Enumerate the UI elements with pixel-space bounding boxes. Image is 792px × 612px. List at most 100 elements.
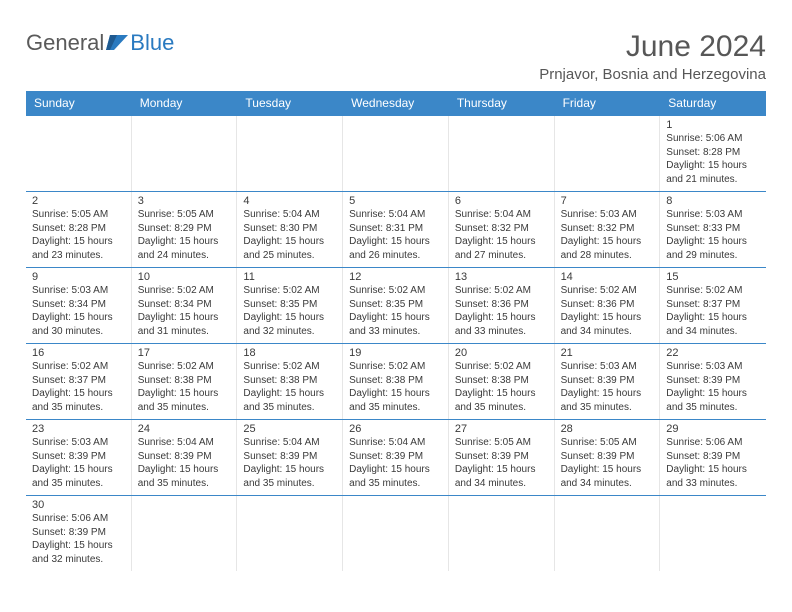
day-sunrise: Sunrise: 5:06 AM xyxy=(32,512,125,526)
day-sunrise: Sunrise: 5:03 AM xyxy=(666,208,760,222)
weekday-header: Sunday xyxy=(26,91,132,116)
week-row: 1Sunrise: 5:06 AMSunset: 8:28 PMDaylight… xyxy=(26,116,766,192)
day-daylight2: and 35 minutes. xyxy=(666,401,760,415)
calendar-table: SundayMondayTuesdayWednesdayThursdayFrid… xyxy=(26,91,766,571)
day-daylight2: and 32 minutes. xyxy=(243,325,336,339)
empty-cell xyxy=(449,496,555,571)
day-number: 16 xyxy=(32,347,125,359)
day-cell: 24Sunrise: 5:04 AMSunset: 8:39 PMDayligh… xyxy=(132,420,238,495)
day-sunrise: Sunrise: 5:04 AM xyxy=(455,208,548,222)
day-cell: 8Sunrise: 5:03 AMSunset: 8:33 PMDaylight… xyxy=(660,192,766,267)
week-row: 23Sunrise: 5:03 AMSunset: 8:39 PMDayligh… xyxy=(26,420,766,496)
day-number: 30 xyxy=(32,499,125,511)
day-number: 19 xyxy=(349,347,442,359)
day-sunrise: Sunrise: 5:02 AM xyxy=(243,360,336,374)
day-sunrise: Sunrise: 5:02 AM xyxy=(32,360,125,374)
day-daylight1: Daylight: 15 hours xyxy=(138,387,231,401)
logo-text-general: General xyxy=(26,30,104,56)
day-daylight2: and 24 minutes. xyxy=(138,249,231,263)
day-cell: 25Sunrise: 5:04 AMSunset: 8:39 PMDayligh… xyxy=(237,420,343,495)
day-number: 1 xyxy=(666,119,760,131)
day-cell: 9Sunrise: 5:03 AMSunset: 8:34 PMDaylight… xyxy=(26,268,132,343)
day-sunset: Sunset: 8:39 PM xyxy=(349,450,442,464)
day-sunrise: Sunrise: 5:05 AM xyxy=(138,208,231,222)
day-daylight1: Daylight: 15 hours xyxy=(243,463,336,477)
day-sunrise: Sunrise: 5:04 AM xyxy=(138,436,231,450)
day-number: 14 xyxy=(561,271,654,283)
day-number: 13 xyxy=(455,271,548,283)
day-number: 28 xyxy=(561,423,654,435)
day-sunrise: Sunrise: 5:03 AM xyxy=(32,436,125,450)
weekday-header-row: SundayMondayTuesdayWednesdayThursdayFrid… xyxy=(26,91,766,116)
day-sunset: Sunset: 8:34 PM xyxy=(138,298,231,312)
day-sunset: Sunset: 8:30 PM xyxy=(243,222,336,236)
day-cell: 15Sunrise: 5:02 AMSunset: 8:37 PMDayligh… xyxy=(660,268,766,343)
empty-cell xyxy=(343,496,449,571)
day-cell: 29Sunrise: 5:06 AMSunset: 8:39 PMDayligh… xyxy=(660,420,766,495)
day-sunrise: Sunrise: 5:04 AM xyxy=(349,436,442,450)
day-daylight1: Daylight: 15 hours xyxy=(455,387,548,401)
day-daylight2: and 34 minutes. xyxy=(561,325,654,339)
day-sunset: Sunset: 8:38 PM xyxy=(138,374,231,388)
day-daylight1: Daylight: 15 hours xyxy=(32,539,125,553)
day-daylight2: and 30 minutes. xyxy=(32,325,125,339)
day-cell: 27Sunrise: 5:05 AMSunset: 8:39 PMDayligh… xyxy=(449,420,555,495)
day-number: 15 xyxy=(666,271,760,283)
day-daylight1: Daylight: 15 hours xyxy=(666,387,760,401)
day-sunrise: Sunrise: 5:04 AM xyxy=(349,208,442,222)
day-sunset: Sunset: 8:38 PM xyxy=(349,374,442,388)
day-daylight2: and 35 minutes. xyxy=(349,477,442,491)
day-sunset: Sunset: 8:32 PM xyxy=(561,222,654,236)
day-cell: 3Sunrise: 5:05 AMSunset: 8:29 PMDaylight… xyxy=(132,192,238,267)
day-number: 8 xyxy=(666,195,760,207)
day-daylight1: Daylight: 15 hours xyxy=(666,463,760,477)
day-sunrise: Sunrise: 5:02 AM xyxy=(138,360,231,374)
day-daylight2: and 35 minutes. xyxy=(243,401,336,415)
day-sunrise: Sunrise: 5:06 AM xyxy=(666,436,760,450)
day-sunrise: Sunrise: 5:03 AM xyxy=(32,284,125,298)
day-number: 7 xyxy=(561,195,654,207)
day-daylight2: and 31 minutes. xyxy=(138,325,231,339)
day-daylight2: and 33 minutes. xyxy=(455,325,548,339)
day-daylight1: Daylight: 15 hours xyxy=(561,235,654,249)
day-sunrise: Sunrise: 5:02 AM xyxy=(455,284,548,298)
weekday-header: Tuesday xyxy=(237,91,343,116)
day-cell: 23Sunrise: 5:03 AMSunset: 8:39 PMDayligh… xyxy=(26,420,132,495)
day-daylight1: Daylight: 15 hours xyxy=(32,463,125,477)
day-number: 27 xyxy=(455,423,548,435)
day-number: 29 xyxy=(666,423,760,435)
title-block: June 2024 Prnjavor, Bosnia and Herzegovi… xyxy=(539,30,766,83)
week-row: 2Sunrise: 5:05 AMSunset: 8:28 PMDaylight… xyxy=(26,192,766,268)
day-daylight2: and 34 minutes. xyxy=(561,477,654,491)
day-daylight1: Daylight: 15 hours xyxy=(349,387,442,401)
week-row: 9Sunrise: 5:03 AMSunset: 8:34 PMDaylight… xyxy=(26,268,766,344)
day-daylight1: Daylight: 15 hours xyxy=(32,311,125,325)
day-sunset: Sunset: 8:35 PM xyxy=(243,298,336,312)
day-sunset: Sunset: 8:39 PM xyxy=(32,526,125,540)
day-sunset: Sunset: 8:29 PM xyxy=(138,222,231,236)
day-cell: 13Sunrise: 5:02 AMSunset: 8:36 PMDayligh… xyxy=(449,268,555,343)
day-daylight1: Daylight: 15 hours xyxy=(666,159,760,173)
week-row: 30Sunrise: 5:06 AMSunset: 8:39 PMDayligh… xyxy=(26,496,766,571)
empty-cell xyxy=(343,116,449,191)
empty-cell xyxy=(237,496,343,571)
day-daylight2: and 26 minutes. xyxy=(349,249,442,263)
day-daylight1: Daylight: 15 hours xyxy=(455,235,548,249)
day-daylight1: Daylight: 15 hours xyxy=(349,311,442,325)
day-number: 18 xyxy=(243,347,336,359)
day-daylight2: and 21 minutes. xyxy=(666,173,760,187)
day-sunset: Sunset: 8:39 PM xyxy=(455,450,548,464)
day-sunrise: Sunrise: 5:04 AM xyxy=(243,208,336,222)
weekday-header: Monday xyxy=(132,91,238,116)
day-daylight1: Daylight: 15 hours xyxy=(455,463,548,477)
day-cell: 18Sunrise: 5:02 AMSunset: 8:38 PMDayligh… xyxy=(237,344,343,419)
day-number: 20 xyxy=(455,347,548,359)
day-number: 17 xyxy=(138,347,231,359)
day-daylight2: and 35 minutes. xyxy=(138,401,231,415)
day-sunrise: Sunrise: 5:02 AM xyxy=(455,360,548,374)
day-sunrise: Sunrise: 5:03 AM xyxy=(561,208,654,222)
day-cell: 1Sunrise: 5:06 AMSunset: 8:28 PMDaylight… xyxy=(660,116,766,191)
day-sunset: Sunset: 8:28 PM xyxy=(32,222,125,236)
day-daylight1: Daylight: 15 hours xyxy=(138,235,231,249)
day-number: 10 xyxy=(138,271,231,283)
